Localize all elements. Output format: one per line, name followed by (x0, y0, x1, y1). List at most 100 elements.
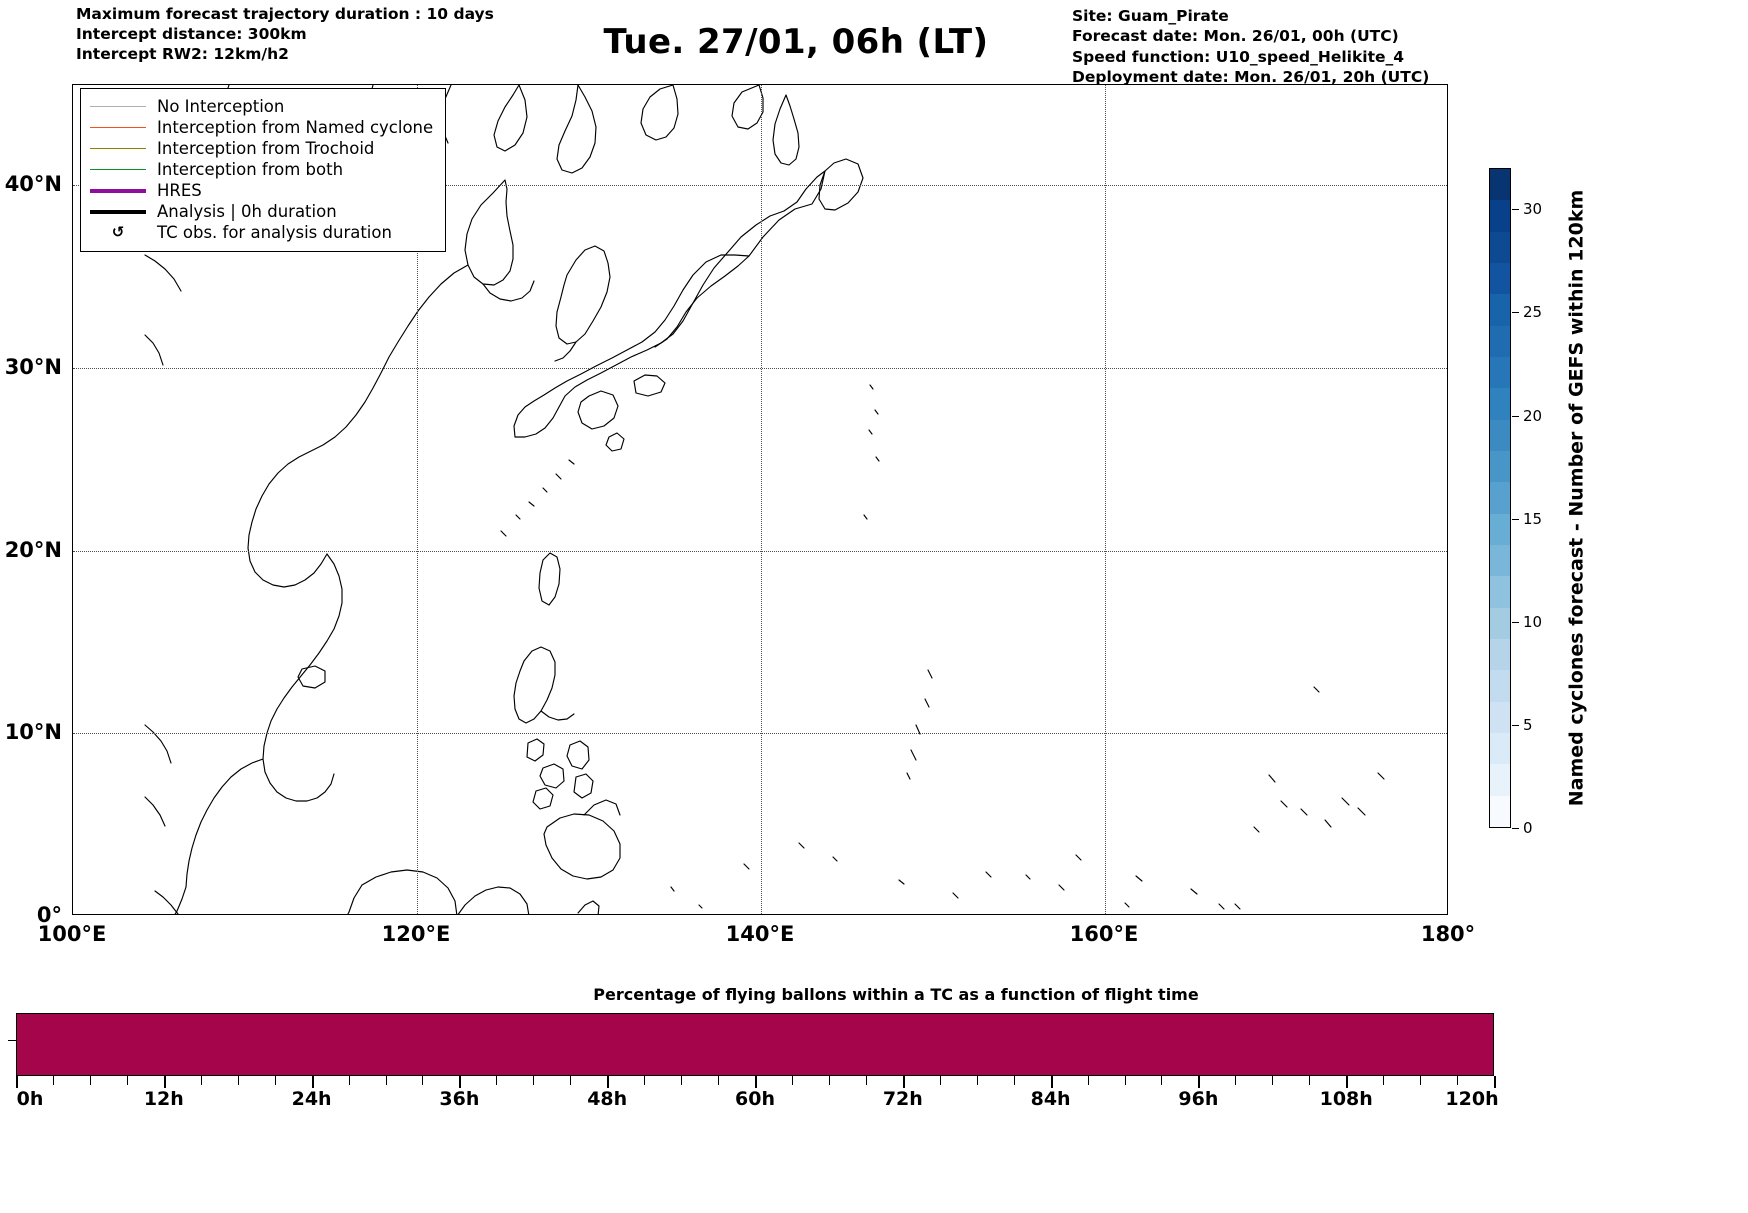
pct-minor-tick (348, 1076, 350, 1085)
pct-major-tick (1198, 1076, 1201, 1088)
legend-item-label: Interception from Named cyclone (157, 118, 434, 137)
pct-minor-tick (126, 1076, 128, 1085)
pct-major-tick (1346, 1076, 1349, 1088)
map-x-tick-label: 100°E (37, 922, 107, 946)
legend-item: ↺ TC obs. for analysis duration (90, 222, 433, 243)
percentage-bar-left-tick (8, 1040, 17, 1041)
pct-tick-label: 60h (735, 1088, 775, 1110)
header-intercept-dist: Intercept distance: 300km (76, 25, 307, 44)
map-gridline-horizontal (73, 185, 1447, 187)
legend-item: No Interception (90, 96, 433, 117)
pct-minor-tick (791, 1076, 793, 1085)
colorbar-segment (1490, 419, 1510, 451)
pct-minor-tick (533, 1076, 535, 1085)
colorbar-label-text: Named cyclones forecast - Number of GEFS… (1565, 189, 1588, 807)
colorbar-segment (1490, 607, 1510, 639)
header-site: Site: Guam_Pirate (1072, 7, 1229, 25)
pct-minor-tick (1161, 1076, 1163, 1085)
colorbar-segment (1490, 576, 1510, 608)
pct-tick-label: 108h (1319, 1088, 1373, 1110)
pct-tick-label: 120h (1445, 1088, 1499, 1110)
pct-major-tick (1494, 1076, 1496, 1088)
pct-minor-tick (1420, 1076, 1422, 1085)
pct-minor-tick (1087, 1076, 1089, 1085)
pct-minor-tick (1235, 1076, 1237, 1085)
colorbar-tick: 0 (1512, 819, 1533, 837)
colorbar-segment (1490, 450, 1510, 483)
percentage-bar (16, 1013, 1494, 1076)
percentage-bar-fill (17, 1014, 1493, 1075)
legend-line-swatch (90, 209, 146, 214)
legend-line-swatch (90, 188, 146, 193)
colorbar-segment (1490, 200, 1510, 232)
colorbar-segment (1490, 701, 1510, 733)
colorbar-segment (1490, 482, 1510, 514)
colorbar-segment (1490, 544, 1510, 577)
legend-item: Interception from Named cyclone (90, 117, 433, 138)
pct-minor-tick (939, 1076, 941, 1085)
pct-major-tick (755, 1076, 757, 1088)
map-gridline-vertical (417, 85, 418, 914)
legend-line-swatch (90, 169, 146, 170)
colorbar-segment (1490, 356, 1510, 389)
pct-minor-tick (52, 1076, 54, 1085)
colorbar-tick: 10 (1512, 613, 1542, 631)
percentage-bar-title: Percentage of flying ballons within a TC… (0, 985, 1748, 1004)
map-y-tick-label: 30°N (4, 355, 62, 380)
colorbar-tick: 20 (1512, 407, 1542, 425)
colorbar-segment (1490, 231, 1510, 263)
map-gridline-horizontal (73, 733, 1447, 735)
pct-minor-tick (1457, 1076, 1459, 1085)
colorbar-segment (1490, 732, 1510, 765)
colorbar-segment (1490, 764, 1510, 796)
colorbar-segment (1490, 670, 1510, 702)
pct-minor-tick (681, 1076, 683, 1085)
colorbar (1489, 168, 1511, 828)
colorbar-tick: 25 (1512, 303, 1542, 321)
pct-minor-tick (422, 1076, 424, 1085)
pct-tick-label: 12h (143, 1088, 184, 1110)
colorbar-segment (1490, 262, 1510, 295)
legend-line-swatch (90, 148, 146, 149)
colorbar-segment (1490, 294, 1510, 326)
map-x-tick-label: 140°E (725, 922, 795, 946)
colorbar-segment (1490, 638, 1510, 671)
header-right-info: Site: Guam_Pirate Forecast date: Mon. 26… (1072, 6, 1429, 87)
pct-minor-tick (1309, 1076, 1311, 1085)
coastline-layer (144, 85, 1385, 914)
page-title: Tue. 27/01, 06h (LT) (0, 22, 1748, 62)
pct-minor-tick (570, 1076, 572, 1085)
map-x-tick-label: 180° (1420, 922, 1476, 946)
header-forecast-date: Forecast date: Mon. 26/01, 00h (UTC) (1072, 27, 1399, 46)
pct-tick-label: 36h (439, 1088, 480, 1110)
colorbar-segment (1490, 169, 1510, 201)
colorbar-tick: 15 (1512, 510, 1542, 528)
pct-minor-tick (718, 1076, 720, 1085)
pct-minor-tick (89, 1076, 91, 1085)
pct-tick-label: 96h (1178, 1088, 1219, 1110)
map-y-tick-label: 0° (36, 903, 62, 927)
pct-minor-tick (385, 1076, 387, 1085)
pct-minor-tick (274, 1076, 276, 1085)
legend-line-swatch (90, 127, 146, 128)
pct-tick-label: 24h (291, 1088, 332, 1110)
pct-major-tick (1050, 1076, 1053, 1088)
colorbar-segment (1490, 325, 1510, 357)
pct-tick-label: 72h (882, 1088, 923, 1110)
pct-minor-tick (1013, 1076, 1015, 1085)
colorbar-tick: 30 (1512, 200, 1542, 218)
legend-item-label: HRES (157, 181, 202, 200)
map-y-tick-label: 40°N (4, 172, 62, 197)
pct-minor-tick (237, 1076, 239, 1085)
map-x-tick-label: 120°E (381, 922, 451, 946)
map-y-tick-label: 20°N (4, 537, 62, 562)
percentage-bar-title-text: Percentage of flying ballons within a TC… (593, 985, 1199, 1004)
pct-minor-tick (200, 1076, 202, 1085)
page-title-text: Tue. 27/01, 06h (LT) (603, 22, 989, 62)
map-x-tick-label: 160°E (1069, 922, 1139, 946)
legend-item: Interception from Trochoid (90, 138, 433, 159)
pct-major-tick (311, 1076, 314, 1088)
pct-major-tick (16, 1076, 18, 1088)
colorbar-segment (1490, 388, 1510, 420)
map-y-tick-label: 10°N (4, 720, 62, 745)
